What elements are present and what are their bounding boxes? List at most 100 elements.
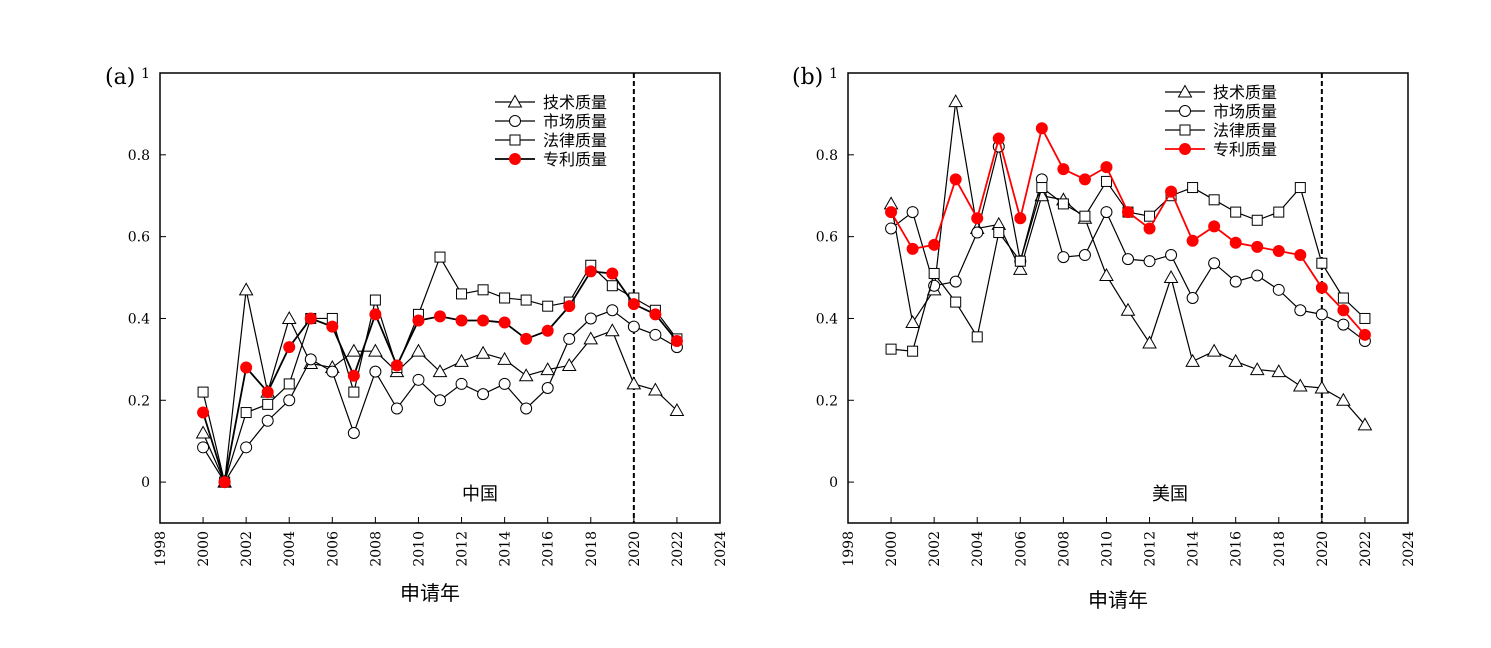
data-point <box>412 373 425 386</box>
data-point <box>1315 308 1328 321</box>
data-point <box>627 298 640 311</box>
data-point <box>240 407 252 419</box>
y-tick-label: 1 <box>829 66 838 82</box>
legend-marker <box>509 134 521 146</box>
x-tick-label: 2018 <box>1272 531 1288 567</box>
legend-label: 技术质量 <box>1213 83 1277 102</box>
panel-a: 0 0.2 0.4 0.6 0.8 1 1998 2000 2002 2004 2006 2008 20… <box>105 65 729 605</box>
data-point <box>434 394 446 407</box>
data-point <box>993 227 1005 239</box>
x-tick-label: 2008 <box>368 531 384 567</box>
y-tick-label: 0.6 <box>128 230 150 246</box>
data-point <box>1057 198 1069 210</box>
data-point <box>906 242 919 255</box>
data-point <box>304 312 317 325</box>
x-tick-label: 2002 <box>927 531 943 567</box>
data-point <box>1336 392 1351 406</box>
data-point <box>1337 318 1350 331</box>
data-point <box>304 353 317 366</box>
series-3 <box>885 122 1371 341</box>
data-point <box>606 280 618 292</box>
data-point <box>885 343 897 355</box>
data-point <box>540 362 556 376</box>
y-tick-label: 0.4 <box>816 311 838 327</box>
data-point <box>669 402 685 416</box>
data-point <box>390 402 403 415</box>
data-point <box>1228 353 1244 367</box>
plot-frame <box>159 72 721 524</box>
data-point <box>1057 251 1070 264</box>
data-point <box>1079 210 1091 222</box>
series-0 <box>195 282 685 488</box>
data-point <box>195 425 211 439</box>
data-point <box>584 265 597 278</box>
x-tick-label: 2004 <box>282 531 298 567</box>
data-point <box>497 351 512 365</box>
data-point <box>1294 249 1307 262</box>
x-tick-label: 2020 <box>1315 531 1331 567</box>
data-point <box>369 308 382 321</box>
data-point <box>281 310 297 324</box>
data-point <box>197 386 209 398</box>
data-point <box>971 226 984 239</box>
y-tick-label: 0.2 <box>128 393 150 409</box>
data-point <box>347 369 360 382</box>
data-point <box>1163 270 1179 284</box>
legend-label: 市场质量 <box>1213 102 1277 121</box>
x-tick-label: 2012 <box>455 531 471 567</box>
legend-label: 市场质量 <box>543 112 607 131</box>
data-point <box>1208 257 1221 270</box>
legend-marker <box>1177 84 1193 98</box>
data-point <box>1206 343 1222 357</box>
data-point <box>1143 255 1156 268</box>
data-point <box>584 312 597 325</box>
data-point <box>1272 283 1285 296</box>
x-tick-label: 2006 <box>1013 531 1029 567</box>
data-point <box>347 427 360 439</box>
data-point <box>1272 244 1285 257</box>
x-tick-label: 2004 <box>970 531 986 567</box>
x-axis-label: 申请年 <box>400 581 460 605</box>
data-point <box>1185 353 1200 367</box>
data-point <box>369 294 381 306</box>
x-tick-label: 2024 <box>1401 531 1417 567</box>
legend-label: 法律质量 <box>1213 121 1277 140</box>
data-point <box>1144 210 1156 222</box>
x-tick-label: 2020 <box>627 531 643 567</box>
data-point <box>1100 161 1113 174</box>
y-tick-label: 0.4 <box>128 311 150 327</box>
data-point <box>1273 206 1285 218</box>
data-point <box>434 251 446 263</box>
data-point <box>412 314 425 327</box>
legend-label: 专利质量 <box>1213 140 1277 159</box>
data-point <box>583 331 599 345</box>
x-tick-label: 2008 <box>1056 531 1072 567</box>
data-point <box>1142 335 1157 349</box>
x-tick-label: 2018 <box>584 531 600 567</box>
panel-label: (b) <box>792 65 823 90</box>
data-point <box>261 414 274 427</box>
x-tick-label: 1998 <box>841 531 857 567</box>
x-tick-label: 2016 <box>541 531 557 567</box>
data-point <box>283 341 296 354</box>
panel-label: (a) <box>105 65 135 90</box>
data-point <box>1165 185 1178 198</box>
data-point <box>670 334 683 347</box>
data-point <box>1359 312 1371 324</box>
data-point <box>326 320 339 333</box>
data-point <box>885 222 898 235</box>
data-point <box>1120 302 1136 316</box>
x-tick-label: 2010 <box>411 531 427 567</box>
data-point <box>649 308 662 321</box>
data-point <box>905 315 920 329</box>
data-point <box>1357 417 1373 431</box>
series-2 <box>885 175 1371 357</box>
data-point <box>1251 214 1263 226</box>
data-point <box>541 382 554 394</box>
data-point <box>906 206 919 219</box>
y-tick-label: 0.8 <box>816 148 838 164</box>
x-tick-label: 2010 <box>1099 531 1115 567</box>
panel-annotation: 中国 <box>462 484 498 505</box>
data-point <box>1035 122 1048 135</box>
data-point <box>648 382 663 396</box>
